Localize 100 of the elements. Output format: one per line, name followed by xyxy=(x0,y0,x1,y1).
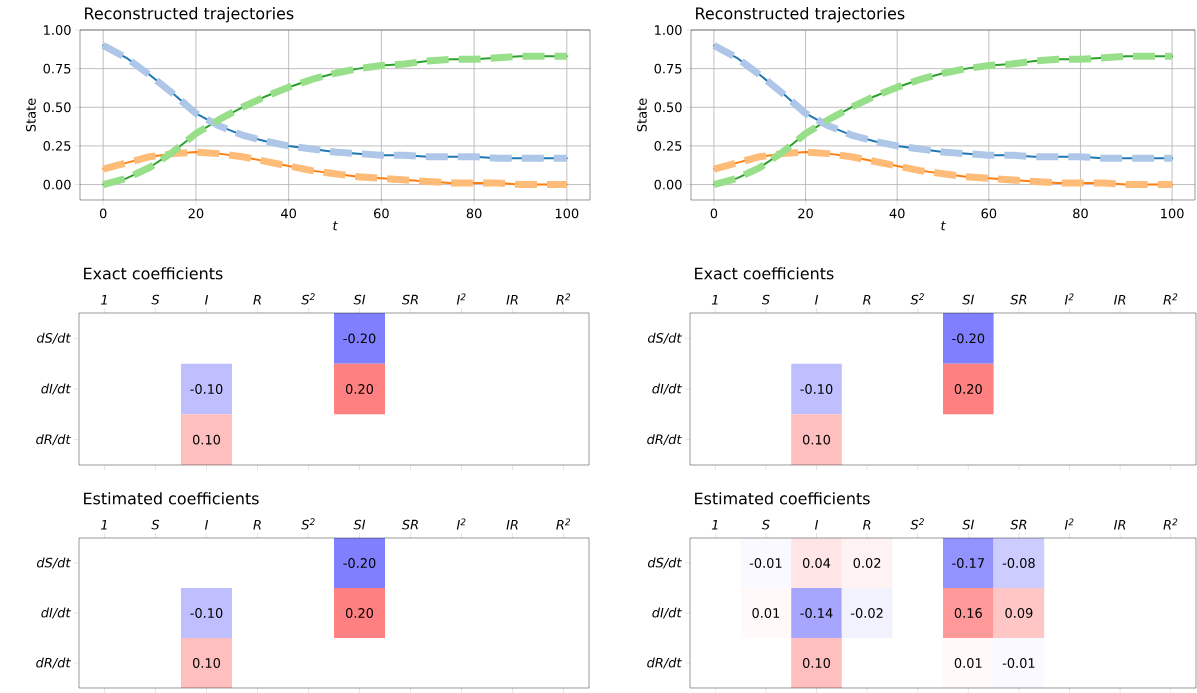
data-label: -0.17 xyxy=(952,558,984,568)
x-tick-label: IR xyxy=(1114,519,1126,530)
y-tick-label: dS/dt xyxy=(36,557,71,569)
x-tick-label: 80 xyxy=(1073,208,1088,219)
x-tick-label: S xyxy=(761,519,770,530)
x-tick-label: R$^{2}$ xyxy=(1163,518,1178,530)
x-tick-label: 1 xyxy=(711,519,718,530)
x-tick-label: R xyxy=(862,519,871,530)
data-label: 0.10 xyxy=(192,434,221,445)
y-tick-label: dI/dt xyxy=(652,607,682,619)
y-tick-label: dR/dt xyxy=(36,434,71,446)
y-tick-label: 0.50 xyxy=(654,102,682,113)
data-label: 0.09 xyxy=(1005,608,1033,618)
y-tick-label: dR/dt xyxy=(36,657,71,669)
y-tick-label: dS/dt xyxy=(36,332,71,344)
x-tick-label: I xyxy=(204,294,209,305)
x-tick-label: I xyxy=(814,519,819,530)
data-label: 0.16 xyxy=(954,608,982,618)
data-label: -0.20 xyxy=(343,333,376,344)
data-label: 0.02 xyxy=(853,558,881,568)
x-tick-label: 80 xyxy=(466,208,482,219)
x-tick-label: R xyxy=(253,519,261,530)
x-tick-label: SI xyxy=(353,294,366,305)
x-tick-label: R$^{2}$ xyxy=(556,293,571,305)
chart-title: Reconstructed trajectories xyxy=(85,7,294,23)
chart-title: Exact coefficients xyxy=(695,267,834,280)
data-label: -0.20 xyxy=(952,333,985,344)
x-tick-label: R$^{2}$ xyxy=(1163,293,1178,305)
y-tick-label: 1.00 xyxy=(44,25,71,35)
data-label: -0.14 xyxy=(800,608,833,618)
data-label: 0.01 xyxy=(752,608,780,618)
x-tick-label: SI xyxy=(962,294,974,305)
y-axis-title: State xyxy=(637,98,647,132)
y-tick-label: dR/dt xyxy=(647,434,682,446)
data-label: 0.10 xyxy=(802,434,831,445)
x-axis-title: t xyxy=(941,221,946,231)
y-tick-label: 0.25 xyxy=(43,140,71,151)
x-tick-label: R xyxy=(862,294,871,305)
x-tick-label: 60 xyxy=(374,208,389,219)
x-tick-label: SR xyxy=(401,294,418,305)
data-label: -0.10 xyxy=(190,384,223,394)
y-tick-label: dS/dt xyxy=(647,557,682,569)
data-label: 0.01 xyxy=(954,658,982,668)
x-tick-label: 0 xyxy=(710,208,718,219)
y-tick-label: dR/dt xyxy=(647,657,682,669)
x-tick-label: SI xyxy=(962,519,974,530)
x-tick-label: 40 xyxy=(889,208,905,219)
x-tick-label: SI xyxy=(353,519,366,530)
x-tick-label: S xyxy=(151,294,160,305)
x-tick-label: I$^{2}$ xyxy=(1064,293,1074,305)
chart-title: Estimated coefficients xyxy=(695,492,870,505)
x-tick-label: SR xyxy=(1010,519,1027,530)
x-tick-label: 1 xyxy=(711,294,718,305)
y-tick-label: 0.75 xyxy=(654,63,682,74)
x-tick-label: S xyxy=(151,519,160,530)
y-tick-label: dI/dt xyxy=(41,383,71,395)
x-tick-label: S$^{2}$ xyxy=(301,518,315,530)
y-tick-label: 1.00 xyxy=(655,25,682,35)
chart-title: Exact coefficients xyxy=(84,267,223,280)
x-tick-label: IR xyxy=(506,294,518,305)
x-tick-label: I xyxy=(204,519,209,530)
x-tick-label: SR xyxy=(1010,294,1027,305)
y-tick-label: 0.25 xyxy=(654,140,682,151)
x-tick-label: IR xyxy=(506,519,518,530)
y-tick-label: dI/dt xyxy=(652,383,682,395)
x-tick-label: I$^{2}$ xyxy=(456,518,466,530)
x-tick-label: 40 xyxy=(281,208,297,219)
chart-title: Reconstructed trajectories xyxy=(696,7,905,23)
y-tick-label: 0.00 xyxy=(43,179,71,190)
x-tick-label: S$^{2}$ xyxy=(910,518,924,530)
x-tick-label: SR xyxy=(401,519,418,530)
y-tick-label: 0.00 xyxy=(654,179,682,190)
data-label: -0.20 xyxy=(343,558,376,568)
data-label: -0.02 xyxy=(850,608,883,618)
x-tick-label: 60 xyxy=(981,208,997,219)
x-tick-label: 100 xyxy=(1161,208,1184,219)
data-label: 0.10 xyxy=(192,658,221,668)
x-tick-label: I$^{2}$ xyxy=(1064,518,1074,530)
x-tick-label: 0 xyxy=(99,208,107,219)
y-tick-label: dS/dt xyxy=(647,332,682,344)
x-tick-label: IR xyxy=(1114,294,1126,305)
y-axis-title: State xyxy=(26,98,36,132)
data-label: 0.10 xyxy=(802,658,831,668)
data-label: -0.01 xyxy=(749,558,782,568)
x-axis-title: t xyxy=(333,221,338,231)
x-tick-label: R xyxy=(253,294,261,305)
x-tick-label: 1 xyxy=(101,294,107,305)
data-label: 0.04 xyxy=(802,558,831,568)
y-tick-label: 0.50 xyxy=(43,102,71,113)
x-tick-label: R$^{2}$ xyxy=(556,518,571,530)
data-label: 0.20 xyxy=(954,384,982,394)
x-tick-label: I$^{2}$ xyxy=(456,293,466,305)
data-label: 0.20 xyxy=(345,384,374,394)
x-tick-label: S$^{2}$ xyxy=(910,293,924,305)
y-tick-label: dI/dt xyxy=(41,607,71,619)
data-label: -0.10 xyxy=(800,384,833,394)
x-tick-label: 100 xyxy=(555,208,579,219)
x-tick-label: 20 xyxy=(798,208,813,219)
data-label: 0.20 xyxy=(345,608,374,618)
x-tick-label: S xyxy=(761,294,770,305)
